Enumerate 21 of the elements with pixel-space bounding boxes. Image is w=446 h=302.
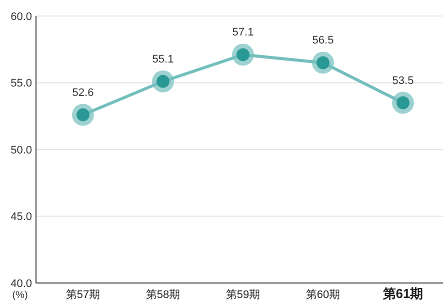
data-label: 55.1: [152, 53, 174, 66]
data-label: 52.6: [72, 86, 94, 99]
data-label: 53.5: [392, 74, 414, 87]
point: [232, 44, 254, 66]
x-tick-label: 第59期: [226, 289, 260, 301]
y-tick-label: 60.0: [10, 10, 32, 23]
point: [72, 104, 94, 126]
y-tick-label: 45.0: [10, 211, 32, 224]
data-label: 57.1: [232, 26, 254, 39]
x-tick-label: 第58期: [146, 289, 180, 301]
x-tick-label: 第61期: [382, 286, 424, 301]
data-label: 56.5: [312, 34, 334, 47]
y-tick-label: 40.0: [10, 278, 32, 290]
point: [152, 70, 174, 92]
point: [392, 92, 414, 114]
x-tick-label: 第60期: [306, 289, 340, 301]
x-tick-label: 第57期: [66, 289, 100, 301]
y-axis-title: (%): [12, 290, 28, 301]
point: [312, 52, 334, 74]
y-tick-label: 50.0: [10, 144, 32, 156]
y-tick-label: 55.0: [10, 78, 32, 90]
